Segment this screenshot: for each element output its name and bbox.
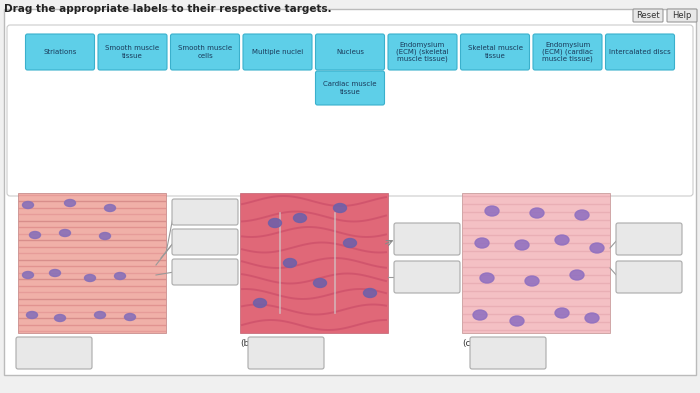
Ellipse shape — [555, 235, 569, 245]
FancyBboxPatch shape — [633, 9, 663, 22]
Ellipse shape — [530, 208, 544, 218]
Ellipse shape — [50, 270, 60, 277]
Ellipse shape — [60, 230, 71, 237]
FancyBboxPatch shape — [533, 34, 602, 70]
Bar — [240, 193, 388, 333]
FancyBboxPatch shape — [616, 261, 682, 293]
Text: Cardiac muscle
tissue: Cardiac muscle tissue — [323, 81, 377, 94]
FancyBboxPatch shape — [394, 223, 460, 255]
FancyBboxPatch shape — [394, 261, 460, 293]
FancyBboxPatch shape — [171, 34, 239, 70]
Ellipse shape — [269, 219, 281, 228]
Ellipse shape — [363, 288, 377, 298]
FancyBboxPatch shape — [243, 34, 312, 70]
Text: (a): (a) — [18, 339, 31, 348]
Text: Intercalated discs: Intercalated discs — [609, 49, 671, 55]
Bar — [462, 193, 610, 333]
Ellipse shape — [475, 238, 489, 248]
FancyBboxPatch shape — [667, 9, 697, 22]
Ellipse shape — [515, 240, 529, 250]
Ellipse shape — [344, 239, 356, 248]
FancyBboxPatch shape — [388, 34, 457, 70]
Text: Endomysium
(ECM) (cardiac
muscle tissue): Endomysium (ECM) (cardiac muscle tissue) — [542, 42, 593, 62]
Text: Help: Help — [672, 11, 692, 20]
FancyBboxPatch shape — [172, 199, 238, 225]
Ellipse shape — [115, 272, 125, 279]
Ellipse shape — [125, 314, 136, 321]
FancyBboxPatch shape — [98, 34, 167, 70]
Ellipse shape — [570, 270, 584, 280]
FancyBboxPatch shape — [316, 71, 384, 105]
Ellipse shape — [284, 259, 297, 268]
Ellipse shape — [510, 316, 524, 326]
Ellipse shape — [29, 231, 41, 239]
Ellipse shape — [293, 213, 307, 222]
Ellipse shape — [485, 206, 499, 216]
FancyBboxPatch shape — [172, 229, 238, 255]
Ellipse shape — [55, 314, 66, 321]
FancyBboxPatch shape — [606, 34, 675, 70]
Text: Drag the appropriate labels to their respective targets.: Drag the appropriate labels to their res… — [4, 4, 332, 14]
Ellipse shape — [104, 204, 116, 211]
Ellipse shape — [94, 312, 106, 318]
Ellipse shape — [480, 273, 494, 283]
Text: Endomysium
(ECM) (skeletal
muscle tissue): Endomysium (ECM) (skeletal muscle tissue… — [396, 42, 449, 62]
FancyBboxPatch shape — [470, 337, 546, 369]
Ellipse shape — [64, 200, 76, 206]
FancyBboxPatch shape — [4, 9, 696, 375]
FancyBboxPatch shape — [7, 25, 693, 196]
Text: Reset: Reset — [636, 11, 660, 20]
Text: Nucleus: Nucleus — [336, 49, 364, 55]
FancyBboxPatch shape — [172, 259, 238, 285]
FancyBboxPatch shape — [16, 337, 92, 369]
FancyBboxPatch shape — [316, 34, 384, 70]
Ellipse shape — [525, 276, 539, 286]
Ellipse shape — [575, 210, 589, 220]
Ellipse shape — [585, 313, 599, 323]
Ellipse shape — [22, 272, 34, 279]
Ellipse shape — [99, 233, 111, 239]
Ellipse shape — [27, 312, 38, 318]
Ellipse shape — [85, 274, 95, 281]
FancyBboxPatch shape — [616, 223, 682, 255]
Ellipse shape — [253, 299, 267, 307]
Text: Skeletal muscle
tissue: Skeletal muscle tissue — [468, 46, 522, 59]
Bar — [18, 193, 166, 333]
Ellipse shape — [590, 243, 604, 253]
Ellipse shape — [473, 310, 487, 320]
Text: Multiple nuclei: Multiple nuclei — [252, 49, 303, 55]
FancyBboxPatch shape — [25, 34, 94, 70]
Text: Smooth muscle
tissue: Smooth muscle tissue — [106, 46, 160, 59]
Ellipse shape — [314, 279, 326, 288]
Ellipse shape — [22, 202, 34, 209]
Ellipse shape — [555, 308, 569, 318]
FancyBboxPatch shape — [248, 337, 324, 369]
Ellipse shape — [333, 204, 346, 213]
Text: Smooth muscle
cells: Smooth muscle cells — [178, 46, 232, 59]
Text: (c): (c) — [462, 339, 474, 348]
FancyBboxPatch shape — [461, 34, 529, 70]
Text: (b): (b) — [240, 339, 253, 348]
Text: Striations: Striations — [43, 49, 77, 55]
